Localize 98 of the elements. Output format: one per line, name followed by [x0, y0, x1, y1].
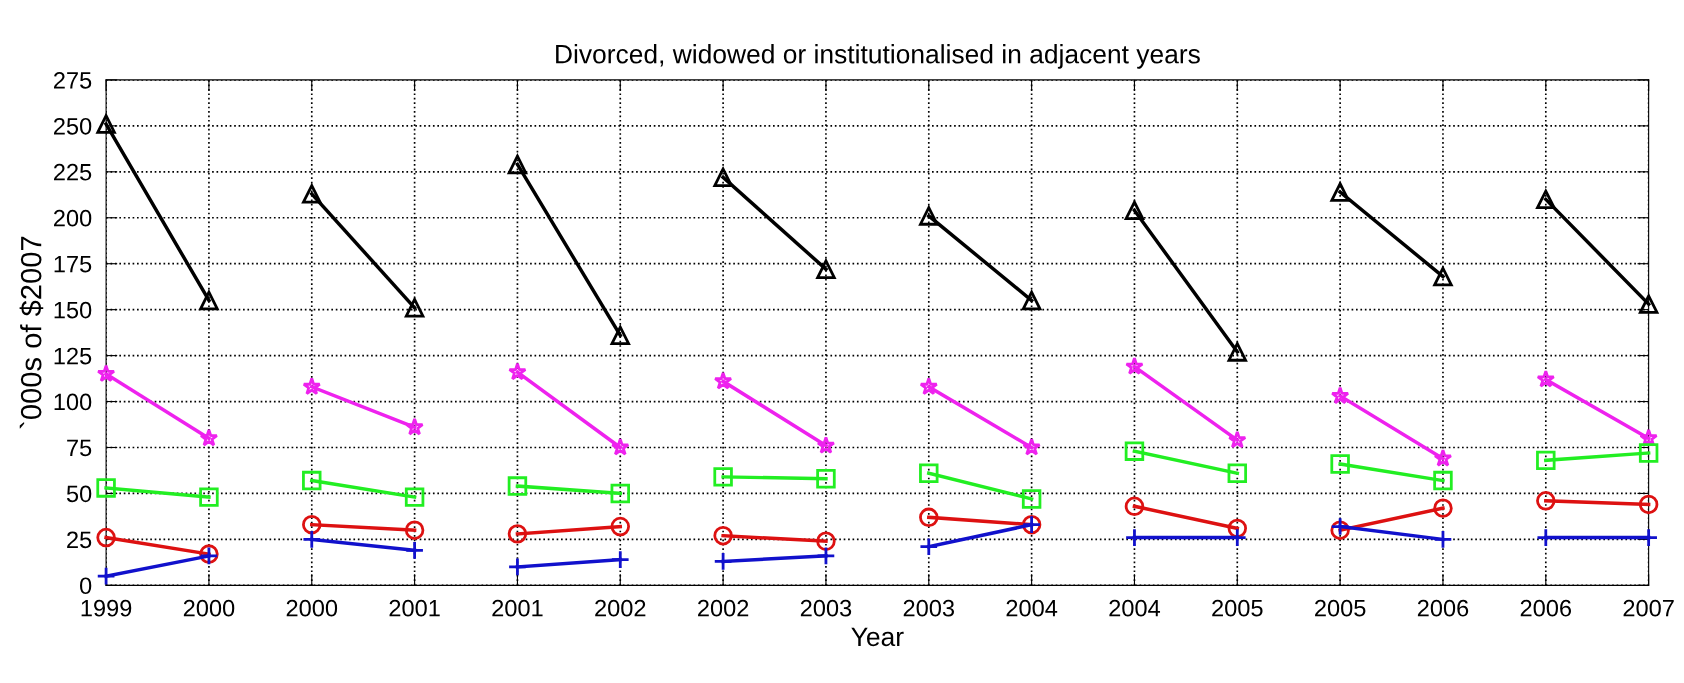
point: [713, 551, 733, 572]
point: [610, 483, 630, 504]
point: [404, 540, 425, 561]
point: [713, 371, 733, 390]
point: [1330, 182, 1350, 202]
point: [1124, 496, 1145, 517]
x-tick-label: 1999: [81, 599, 132, 617]
x-tick-label: 2007: [1623, 599, 1674, 617]
y-tick-label: 275: [54, 71, 92, 89]
point: [302, 514, 322, 535]
point: [1125, 356, 1144, 375]
point: [508, 362, 527, 381]
x-tick-label: 2005: [1212, 599, 1263, 617]
point: [1124, 200, 1145, 221]
x-tick-label: 2000: [286, 599, 338, 617]
x-tick-label: 2002: [595, 599, 646, 617]
point: [816, 546, 836, 566]
x-tick-label: 2003: [800, 599, 852, 617]
point: [610, 549, 630, 570]
point: [1021, 290, 1042, 311]
point: [610, 437, 630, 456]
y-tick-label: 100: [54, 393, 92, 411]
point: [1638, 443, 1659, 463]
point: [610, 516, 630, 537]
point: [919, 537, 939, 557]
point: [1227, 463, 1248, 483]
y-tick-label: 50: [66, 485, 92, 503]
point: [919, 463, 939, 483]
chart-title: Divorced, widowed or institutionalised in adjacent years: [556, 44, 1200, 69]
point: [507, 476, 528, 496]
point: [96, 527, 116, 548]
y-tick-label: 200: [54, 209, 92, 227]
point: [1536, 450, 1556, 471]
point: [199, 487, 219, 507]
x-tick-label: 2003: [903, 599, 955, 617]
x-tick-label: 2004: [1109, 599, 1161, 617]
point: [816, 531, 836, 551]
point: [713, 467, 733, 487]
x-tick-label: 2006: [1417, 599, 1469, 617]
point: [713, 525, 733, 546]
y-tick-label: 25: [67, 531, 92, 549]
point: [816, 435, 836, 454]
y-tick-label: 0: [80, 577, 92, 595]
x-axis-title: Year: [851, 627, 904, 647]
point: [404, 520, 425, 540]
point: [1021, 489, 1042, 509]
x-tick-label: 2004: [1006, 599, 1058, 617]
point: [302, 377, 322, 395]
point: [610, 325, 630, 346]
point: [404, 298, 425, 318]
point: [1433, 448, 1453, 467]
y-tick-label: 175: [54, 256, 92, 273]
point: [919, 507, 939, 528]
point: [919, 377, 939, 395]
x-tick-label: 2001: [389, 599, 440, 617]
x-tick-label: 2001: [492, 599, 543, 617]
point: [816, 469, 836, 489]
point: [1536, 491, 1556, 511]
x-tick-label: 2006: [1520, 599, 1572, 617]
point: [199, 428, 219, 447]
x-tick-label: 2002: [698, 599, 749, 617]
point: [507, 557, 528, 577]
point: [1536, 189, 1556, 210]
point: [96, 478, 116, 498]
x-tick-label: 2000: [183, 599, 235, 617]
point: [1433, 266, 1453, 287]
point: [302, 470, 322, 491]
y-tick-label: 75: [67, 439, 92, 457]
point: [405, 417, 424, 436]
point: [96, 364, 116, 383]
point: [1536, 369, 1556, 388]
point: [713, 167, 733, 188]
point: [404, 487, 425, 507]
x-tick-label: 2005: [1315, 599, 1366, 617]
point: [1227, 430, 1247, 449]
point: [96, 114, 116, 134]
point: [302, 184, 322, 204]
point: [1330, 454, 1350, 474]
point: [1433, 470, 1453, 491]
point: [1638, 494, 1659, 515]
y-axis-title: `000s of $2007: [19, 236, 44, 429]
point: [1022, 437, 1041, 456]
y-tick-label: 150: [54, 301, 92, 319]
point: [1433, 529, 1453, 550]
point: [1638, 294, 1659, 314]
y-tick-label: 225: [54, 163, 92, 181]
point: [919, 206, 939, 226]
y-tick-label: 125: [54, 347, 92, 365]
point: [1330, 386, 1350, 405]
point: [507, 154, 528, 175]
point: [816, 259, 836, 279]
point: [507, 524, 528, 544]
point: [1124, 441, 1145, 461]
point: [1433, 498, 1453, 518]
point: [1227, 342, 1248, 362]
point: [199, 290, 219, 311]
point: [302, 529, 322, 550]
y-tick-label: 250: [54, 117, 92, 135]
